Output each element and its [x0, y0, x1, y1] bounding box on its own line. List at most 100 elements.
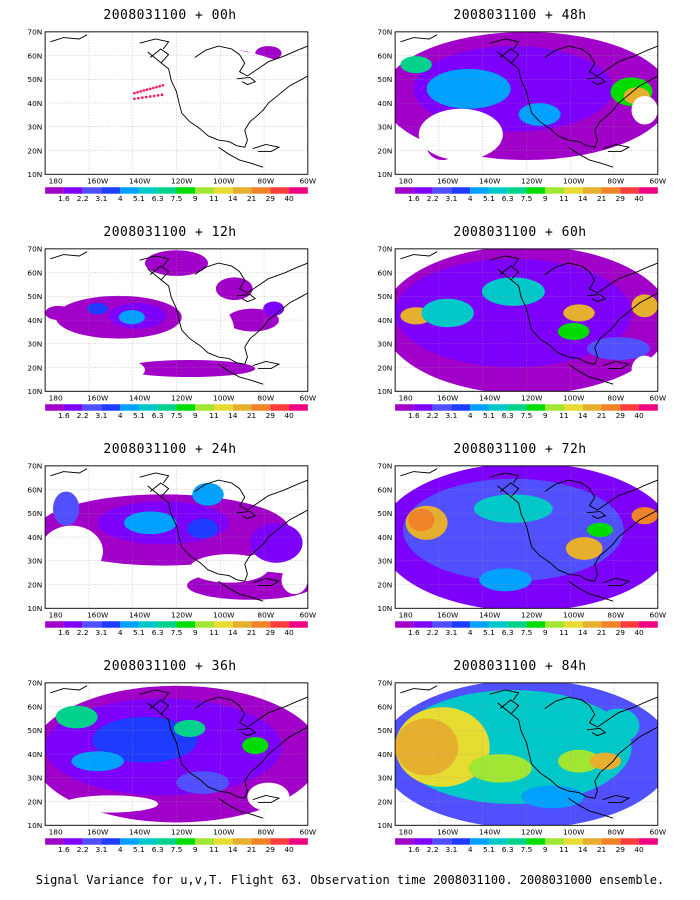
colorbar-label: 11 [559, 628, 569, 637]
lon-tick-label: 120W [521, 611, 543, 620]
colorbar-swatch [157, 838, 177, 845]
panel-title: 2008031100 + 36h [103, 659, 237, 674]
low-variance-region [63, 795, 159, 813]
lon-tick-label: 80W [257, 394, 274, 403]
colorbar-label: 29 [266, 194, 276, 203]
lon-tick-label: 140W [479, 828, 501, 837]
coastline [218, 797, 264, 819]
colorbar-label: 3.1 [96, 628, 108, 637]
lat-tick-label: 50N [27, 726, 42, 735]
lon-tick-label: 100W [563, 611, 585, 620]
colorbar-label: 11 [559, 194, 569, 203]
colorbar-swatch [451, 621, 471, 628]
colorbar-swatch [251, 187, 271, 194]
coastline [400, 468, 438, 477]
lat-tick-label: 30N [27, 557, 42, 566]
lon-tick-label: 120W [521, 394, 543, 403]
variance-field [45, 31, 308, 175]
lat-tick-label: 70N [377, 679, 392, 688]
colorbar-swatch [488, 838, 508, 845]
lat-tick-label: 60N [377, 485, 392, 494]
flight-track-dot [156, 93, 160, 97]
low-variance-region [189, 554, 269, 583]
colorbar-label: 2.2 [427, 628, 439, 637]
variance-region [631, 507, 658, 525]
lat-tick-label: 20N [27, 580, 42, 589]
variance-field [395, 31, 658, 175]
panel-title: 2008031100 + 84h [453, 659, 587, 674]
colorbar-label: 3.1 [446, 411, 458, 420]
colorbar-swatch [470, 404, 489, 411]
colorbar-swatch [470, 187, 489, 194]
variance-map: 70N 60N 50N 40N 30N 20N 10N 180 160W 140W 120W 100W… [27, 28, 316, 204]
low-variance-region [45, 31, 72, 75]
variance-region [215, 277, 253, 301]
colorbar-swatch [289, 838, 308, 845]
lon-tick-label: 100W [563, 177, 585, 186]
coastline [147, 485, 308, 582]
lat-tick-label: 40N [27, 316, 42, 325]
colorbar-swatch [432, 621, 452, 628]
colorbar-swatch [470, 621, 489, 628]
lat-tick-label: 20N [377, 797, 392, 806]
colorbar-label: 11 [209, 628, 219, 637]
variance-region [468, 754, 532, 783]
lon-tick-label: 180 [49, 177, 63, 186]
lat-tick-label: 50N [27, 509, 42, 518]
lat-tick-label: 70N [377, 462, 392, 471]
lon-tick-label: 80W [607, 611, 624, 620]
coastline [497, 702, 658, 799]
low-variance-region [281, 565, 308, 595]
flight-track-dot [145, 88, 149, 92]
lon-tick-label: 120W [171, 611, 193, 620]
colorbar-swatch [507, 187, 527, 194]
lat-tick-label: 20N [27, 146, 42, 155]
lat-tick-label: 10N [377, 387, 392, 396]
coastline [149, 265, 170, 281]
colorbar-label: 5.1 [483, 628, 495, 637]
variance-region [226, 308, 279, 332]
coastline [602, 143, 631, 153]
lat-tick-label: 10N [27, 170, 42, 179]
lat-tick-label: 60N [27, 51, 42, 60]
colorbar-label: 1.6 [408, 845, 420, 854]
panel-title: 2008031100 + 72h [453, 442, 587, 457]
coastline [499, 699, 520, 715]
flight-track-dot [161, 84, 165, 87]
lon-tick-label: 100W [213, 828, 235, 837]
lat-tick-label: 60N [27, 702, 42, 711]
colorbar-label: 40 [284, 845, 294, 854]
colorbar-label: 9 [193, 628, 198, 637]
variance-field [395, 682, 658, 826]
colorbar-label: 40 [284, 411, 294, 420]
colorbar-label: 1.6 [408, 194, 420, 203]
variance-region [631, 294, 658, 318]
variance-region [473, 494, 553, 523]
colorbar-label: 6.3 [502, 194, 514, 203]
colorbar-label: 9 [543, 628, 548, 637]
lon-tick-label: 80W [607, 394, 624, 403]
variance-map: 70N 60N 50N 40N 30N 20N 10N 180 160W 140W 120W 100W… [377, 245, 666, 421]
lon-tick-label: 60W [299, 828, 316, 837]
colorbar-label: 6.3 [152, 628, 164, 637]
variance-region [173, 719, 206, 737]
lat-tick-label: 10N [377, 821, 392, 830]
colorbar-swatch [620, 621, 640, 628]
colorbar-label: 21 [597, 628, 607, 637]
coastline [568, 146, 614, 168]
coastline [236, 293, 257, 303]
colorbar-label: 21 [597, 194, 607, 203]
coastline [586, 727, 607, 737]
lat-tick-label: 40N [377, 750, 392, 759]
lon-tick-label: 140W [129, 828, 151, 837]
variance-region [597, 708, 640, 743]
lat-tick-label: 30N [377, 340, 392, 349]
colorbar-label: 11 [559, 411, 569, 420]
coastline [194, 45, 308, 77]
flight-track-dot [140, 96, 144, 100]
coastline [544, 479, 658, 511]
variance-region [123, 359, 256, 378]
colorbar-label: 29 [616, 194, 626, 203]
variance-region [589, 752, 622, 770]
variance-field [45, 248, 308, 392]
